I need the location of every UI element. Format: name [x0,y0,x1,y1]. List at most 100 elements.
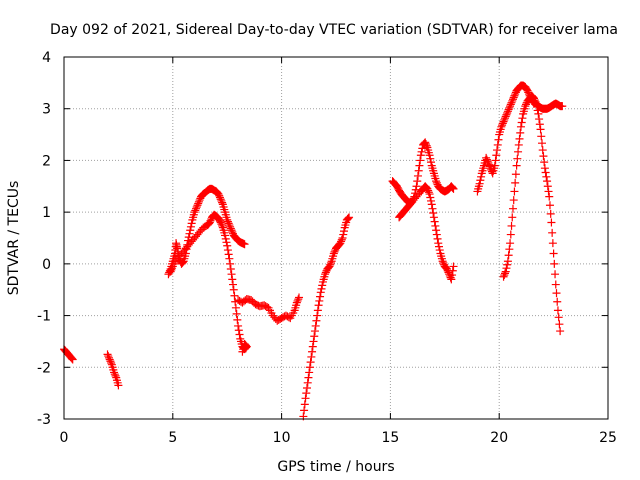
data-point [503,107,512,116]
data-point [501,114,510,123]
data-point [535,120,544,129]
data-point [482,155,491,164]
data-point [449,262,458,271]
data-point [226,224,235,233]
data-point [543,182,552,191]
data-point [523,86,532,95]
data-point [214,190,223,199]
data-point [230,291,239,300]
data-point [321,270,330,279]
data-point [539,152,548,161]
data-point [447,275,456,284]
data-point [508,96,517,105]
data-point [231,303,240,312]
data-point [304,373,313,382]
data-point [225,254,234,263]
data-point [234,326,243,335]
data-point [553,306,562,315]
data-point [530,96,539,105]
data-point [337,235,346,244]
data-point [338,234,347,242]
data-point [205,218,214,227]
data-point [428,204,437,213]
data-point [517,118,526,127]
data-point [107,358,116,367]
x-tick-label: 0 [60,430,69,446]
data-point [552,289,561,298]
data-point [510,187,519,196]
data-point [448,183,457,192]
data-point [448,271,457,280]
data-point [540,158,549,167]
data-point [432,178,441,187]
data-point [232,309,241,318]
data-point [314,301,323,310]
data-point [218,198,227,207]
data-point [509,93,518,102]
data-point [498,119,507,128]
data-point [426,193,435,202]
data-point [329,249,338,258]
data-point [315,296,324,305]
data-point [493,140,502,149]
data-point [498,121,507,130]
data-point [434,239,443,248]
data-point [218,221,227,230]
data-point [106,357,115,366]
data-point [524,88,533,97]
data-point [475,179,484,188]
data-point [309,337,318,346]
data-point [424,186,433,195]
data-point [413,171,422,180]
x-tick-label: 10 [273,430,291,446]
data-point [477,172,486,181]
data-point [522,100,531,109]
data-point [226,259,235,268]
data-point [241,340,250,349]
data-point [493,146,502,155]
y-tick-label: 0 [42,257,51,273]
data-point [225,221,234,230]
data-point [427,196,436,205]
tick-labels: 0 5 10 15 20 25 -3 -2 -1 0 1 2 3 4 [37,50,617,446]
data-point [537,132,546,141]
data-point [216,195,225,204]
data-point [432,177,441,186]
data-point [103,350,112,359]
data-point [555,320,564,329]
data-point [110,368,119,377]
data-point [301,394,310,403]
data-point [505,245,514,254]
data-point [521,102,530,111]
data-point [68,355,77,364]
data-point [540,164,549,173]
data-point [178,258,187,267]
data-point [215,191,224,200]
data-point [508,204,517,213]
data-point [430,217,439,226]
data-point [229,285,238,294]
data-point [514,147,523,156]
data-point [506,230,515,239]
data-point [541,168,550,177]
data-point [501,112,510,121]
data-point [502,110,511,119]
data-point [500,271,509,280]
y-tick-label: 1 [42,205,51,221]
data-point [511,90,520,99]
data-point [425,151,434,160]
y-tick-label: 2 [42,153,51,169]
data-point [543,177,552,186]
data-point [67,353,76,362]
data-point [514,140,523,149]
data-point [533,106,542,115]
data-point [504,105,513,114]
data-point [482,153,491,162]
x-tick-label: 20 [490,430,508,446]
data-point [416,156,425,165]
data-point [511,170,520,179]
y-axis-label: SDTVAR / TECUs [6,181,22,296]
data-point [542,172,551,181]
data-point [503,260,512,269]
